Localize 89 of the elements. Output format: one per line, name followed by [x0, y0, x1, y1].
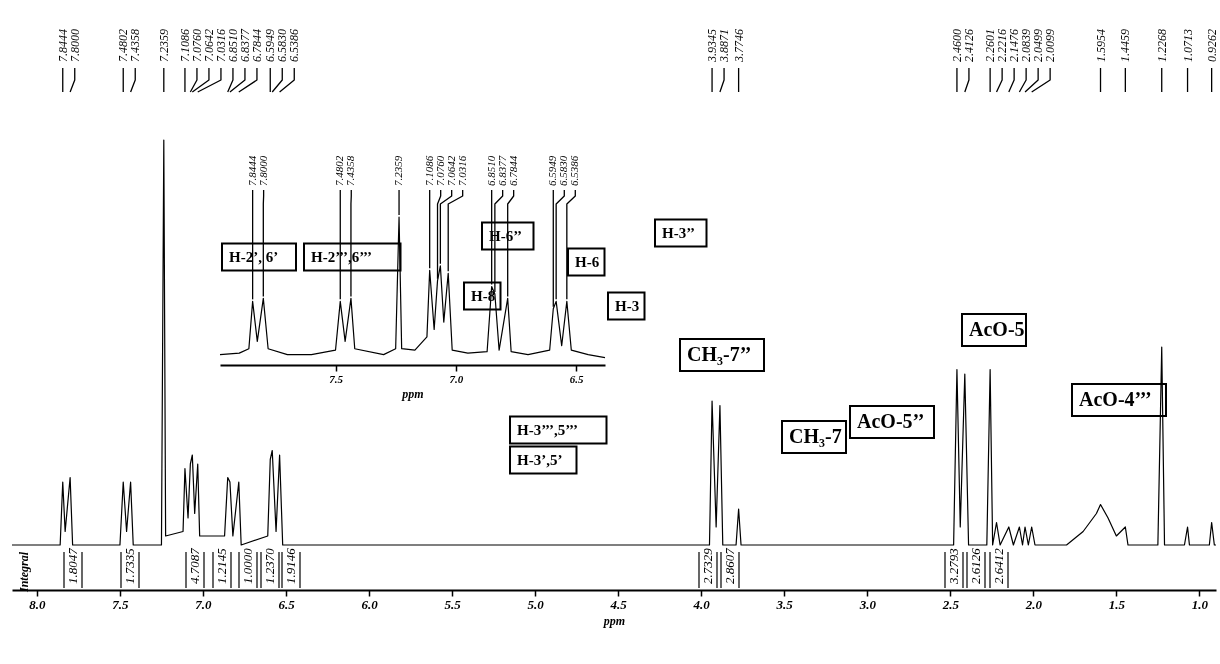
annotation: 7.2359 [156, 29, 171, 62]
annotation: 1.8047 [65, 547, 80, 584]
annotation: 6.5386 [568, 155, 581, 186]
x-tick-label: 5.0 [527, 596, 545, 612]
x-tick-label: 4.0 [692, 596, 711, 612]
annotation: 1.2370 [262, 547, 277, 584]
annotation: Integral [17, 551, 31, 594]
annotation: 3.9345 [705, 29, 720, 63]
x-tick-label: 2.5 [941, 596, 960, 612]
annotation: 7.4802 [333, 155, 346, 186]
annotation: 7.8444 [55, 29, 70, 62]
x-tick-label: 7.5 [329, 372, 344, 385]
x-axis-title: ppm [602, 613, 626, 628]
annotation: 6.5386 [287, 29, 302, 62]
annotation: AcO-5’’ [857, 410, 925, 432]
annotation: 6.5830 [557, 155, 570, 186]
annotation: CH₃-7 [789, 425, 842, 447]
annotation: AcO-5 [969, 318, 1025, 340]
x-tick-label: 4.5 [609, 596, 628, 612]
annotation: AcO-4’’’ [1079, 388, 1152, 410]
annotation: 7.8000 [67, 29, 82, 62]
annotation: 2.0099 [1043, 29, 1058, 62]
annotation: 6.7844 [506, 155, 519, 186]
annotation: 2.6126 [968, 547, 983, 584]
annotation: 1.0000 [240, 547, 255, 584]
annotation: 7.1086 [177, 29, 192, 62]
x-tick-label: 7.0 [449, 372, 464, 385]
annotation: 1.0713 [1180, 29, 1195, 62]
annotation: 2.0839 [1019, 29, 1034, 62]
annotation: 7.0316 [455, 155, 468, 186]
annotation: H-3’,5’ [517, 452, 563, 468]
x-tick-label: 1.0 [1191, 596, 1209, 612]
annotation: 6.8510 [225, 29, 240, 62]
annotation: 7.0642 [444, 155, 457, 186]
annotation: 6.5949 [263, 29, 278, 62]
annotation: 2.8607 [722, 547, 737, 584]
annotation: 6.5830 [275, 29, 290, 62]
annotation: 7.4358 [344, 155, 357, 186]
annotation: 3.7746 [731, 29, 746, 63]
x-tick-label: 7.0 [195, 596, 213, 612]
annotation: 6.8377 [495, 155, 508, 186]
x-axis-title: ppm [401, 386, 424, 401]
annotation: 4.7087 [187, 547, 202, 584]
annotation: 1.2268 [1154, 29, 1169, 62]
annotation: 7.8000 [256, 155, 269, 186]
x-tick-label: 1.5 [1108, 596, 1126, 612]
x-tick-label: 5.5 [444, 596, 462, 612]
annotation: 7.4358 [128, 29, 143, 62]
annotation: H-6 [575, 254, 600, 270]
annotation: H-3’’ [662, 225, 696, 241]
annotation: 0.9262 [1204, 29, 1219, 62]
x-tick-label: 2.0 [1024, 596, 1043, 612]
annotation: 3.8871 [717, 29, 732, 63]
annotation: 6.7844 [249, 29, 264, 62]
annotation: 1.2145 [214, 547, 229, 584]
annotation: 1.4459 [1118, 29, 1133, 62]
annotation: 7.0760 [189, 29, 204, 62]
annotation: 2.4126 [961, 29, 976, 62]
annotation: 3.2793 [946, 547, 961, 585]
annotation: CH₃-7’’ [687, 343, 752, 365]
annotation: 1.7335 [122, 547, 137, 584]
annotation: 7.2359 [392, 155, 405, 186]
annotation: 6.8510 [484, 155, 497, 186]
annotation: 7.0642 [201, 29, 216, 62]
annotation: 7.0316 [213, 29, 228, 62]
annotation: 7.4802 [116, 29, 131, 62]
annotation: H-3 [615, 298, 640, 314]
annotation: 2.2601 [983, 29, 998, 62]
x-tick-label: 3.0 [858, 596, 877, 612]
annotation: 6.8377 [237, 28, 252, 62]
annotation: 7.0760 [433, 155, 446, 186]
annotation: 2.4600 [949, 29, 964, 62]
annotation: 2.0499 [1031, 29, 1046, 62]
annotation: H-3’’’,5’’’ [517, 422, 578, 438]
annotation: 6.5949 [546, 155, 559, 186]
annotation: 7.8444 [245, 155, 258, 186]
x-tick-label: 7.5 [112, 596, 130, 612]
x-tick-label: 6.0 [361, 596, 379, 612]
x-tick-label: 6.5 [569, 372, 584, 385]
x-tick-label: 3.5 [775, 596, 794, 612]
x-tick-label: 6.5 [278, 596, 296, 612]
annotation: 1.9146 [283, 547, 298, 584]
annotation: 7.1086 [422, 155, 435, 186]
annotation: 2.7329 [700, 547, 715, 584]
annotation: 2.6412 [991, 547, 1006, 584]
annotation: 2.1476 [1007, 29, 1022, 62]
x-tick-label: 8.0 [29, 596, 47, 612]
annotation: 2.2216 [995, 29, 1010, 62]
annotation: 1.5954 [1093, 29, 1108, 62]
